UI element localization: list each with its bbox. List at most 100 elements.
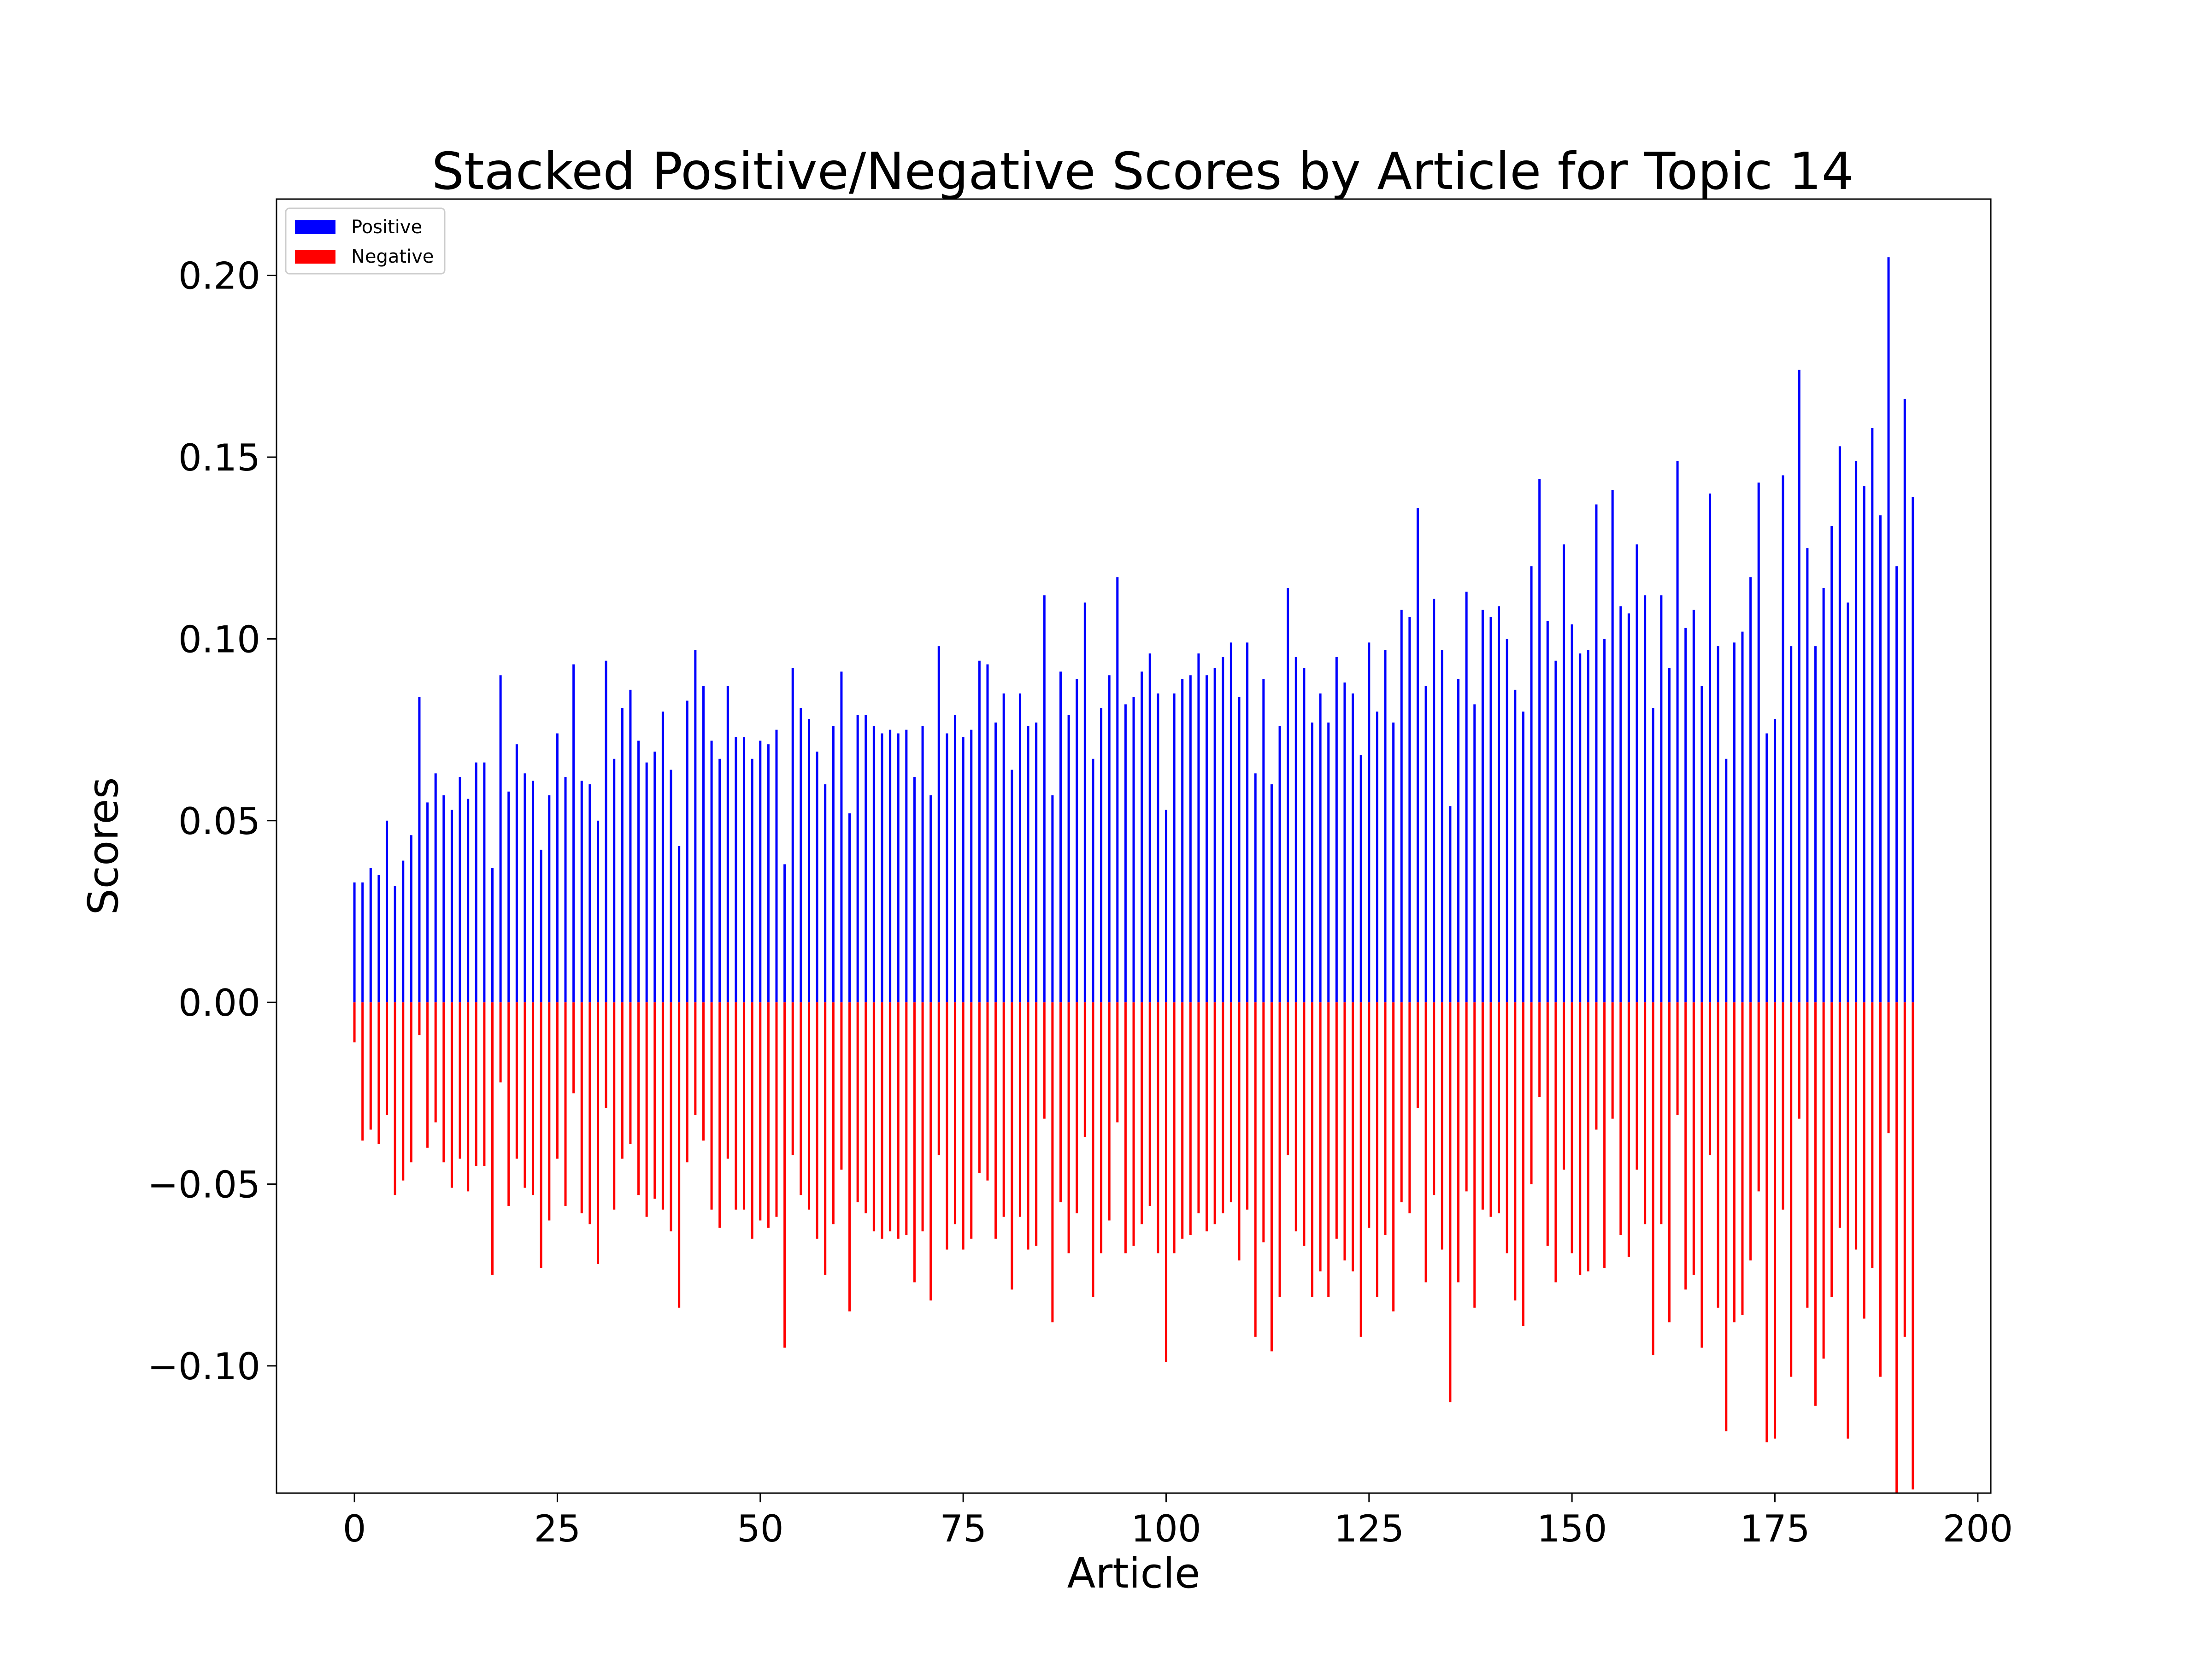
positive-bar bbox=[532, 781, 535, 1003]
negative-bar bbox=[1522, 1002, 1524, 1326]
negative-bar bbox=[1489, 1002, 1492, 1217]
x-tick-label: 200 bbox=[1942, 1507, 2013, 1550]
negative-bar bbox=[1270, 1002, 1273, 1352]
positive-bar bbox=[1489, 617, 1492, 1003]
positive-bar bbox=[718, 759, 721, 1003]
negative-bar bbox=[816, 1002, 818, 1239]
negative-bar bbox=[1424, 1002, 1427, 1282]
negative-bar bbox=[751, 1002, 753, 1239]
negative-bar bbox=[848, 1002, 851, 1312]
negative-bar bbox=[353, 1002, 356, 1042]
positive-bar bbox=[1108, 675, 1111, 1003]
positive-bar bbox=[1213, 668, 1216, 1003]
negative-bar bbox=[410, 1002, 412, 1163]
positive-bar bbox=[548, 795, 551, 1003]
x-tick-label: 50 bbox=[737, 1507, 784, 1550]
negative-bar bbox=[1359, 1002, 1362, 1337]
negative-bar bbox=[1563, 1002, 1565, 1170]
y-axis-label: Scores bbox=[79, 777, 128, 915]
positive-bar bbox=[661, 712, 664, 1003]
negative-bar bbox=[524, 1002, 526, 1188]
negative-bar bbox=[1725, 1002, 1728, 1431]
negative-bar bbox=[540, 1002, 542, 1268]
positive-bar bbox=[1741, 631, 1744, 1003]
negative-bar bbox=[889, 1002, 892, 1232]
negative-bar bbox=[1798, 1002, 1800, 1119]
negative-bar bbox=[897, 1002, 900, 1239]
negative-bar bbox=[1141, 1002, 1143, 1224]
positive-bar bbox=[1603, 639, 1606, 1003]
positive-bar bbox=[1319, 693, 1322, 1003]
positive-bar bbox=[402, 860, 405, 1003]
negative-bar bbox=[743, 1002, 746, 1210]
positive-bar bbox=[1571, 624, 1573, 1003]
positive-bar bbox=[515, 744, 518, 1003]
negative-bar bbox=[954, 1002, 956, 1224]
negative-bar bbox=[937, 1002, 940, 1155]
negative-bar bbox=[1148, 1002, 1151, 1206]
negative-bar bbox=[361, 1002, 364, 1141]
positive-bar bbox=[832, 726, 835, 1003]
positive-bar bbox=[1327, 722, 1330, 1003]
negative-bar bbox=[402, 1002, 405, 1181]
chart-title: Stacked Positive/Negative Scores by Arti… bbox=[432, 142, 1854, 201]
positive-bar bbox=[1855, 460, 1858, 1003]
negative-bar bbox=[1700, 1002, 1703, 1348]
positive-bar bbox=[921, 726, 924, 1003]
positive-bar bbox=[621, 708, 624, 1003]
negative-bar bbox=[1530, 1002, 1533, 1184]
positive-bar bbox=[775, 729, 778, 1003]
negative-bar bbox=[1603, 1002, 1606, 1268]
positive-bar bbox=[1254, 773, 1257, 1003]
positive-bar bbox=[1765, 733, 1768, 1003]
positive-bar bbox=[1116, 577, 1119, 1003]
negative-bar bbox=[1343, 1002, 1346, 1261]
positive-bar bbox=[1773, 718, 1776, 1003]
positive-bar bbox=[1035, 722, 1038, 1003]
negative-bar bbox=[1067, 1002, 1070, 1253]
negative-bar bbox=[499, 1002, 502, 1082]
x-tick-label: 125 bbox=[1334, 1507, 1404, 1550]
negative-bar bbox=[905, 1002, 908, 1235]
positive-bar bbox=[1238, 697, 1241, 1003]
negative-bar bbox=[1644, 1002, 1647, 1224]
negative-bar bbox=[1262, 1002, 1265, 1242]
negative-bar bbox=[1806, 1002, 1809, 1308]
negative-bar bbox=[1165, 1002, 1167, 1363]
positive-bar bbox=[1230, 642, 1232, 1003]
negative-bar bbox=[1782, 1002, 1784, 1210]
positive-bar bbox=[442, 795, 445, 1003]
y-tick-label: 0.05 bbox=[178, 800, 260, 843]
negative-bar bbox=[1465, 1002, 1468, 1192]
negative-bar bbox=[930, 1002, 932, 1300]
positive-bar bbox=[986, 664, 989, 1003]
negative-bar bbox=[1855, 1002, 1858, 1250]
negative-bar bbox=[1083, 1002, 1086, 1137]
positive-bar bbox=[1002, 693, 1005, 1003]
negative-bar bbox=[1181, 1002, 1184, 1239]
negative-bar bbox=[1027, 1002, 1030, 1250]
negative-bar bbox=[1230, 1002, 1232, 1202]
negative-bar bbox=[1303, 1002, 1306, 1246]
positive-bar bbox=[1027, 726, 1030, 1003]
positive-bar bbox=[1400, 610, 1403, 1003]
negative-bar bbox=[1709, 1002, 1712, 1155]
negative-bar bbox=[1213, 1002, 1216, 1224]
positive-bar bbox=[564, 777, 567, 1003]
negative-bar bbox=[1579, 1002, 1582, 1275]
positive-bar bbox=[1595, 504, 1598, 1003]
negative-bar bbox=[1887, 1002, 1890, 1134]
positive-bar bbox=[946, 733, 948, 1003]
positive-bar bbox=[735, 737, 737, 1003]
positive-bar bbox=[1579, 653, 1582, 1003]
positive-bar bbox=[1887, 257, 1890, 1003]
positive-bar bbox=[1692, 610, 1695, 1003]
negative-bar bbox=[710, 1002, 713, 1210]
positive-bar bbox=[1287, 588, 1289, 1003]
negative-bar bbox=[1790, 1002, 1793, 1377]
negative-bar bbox=[946, 1002, 948, 1250]
positive-bar bbox=[1311, 722, 1313, 1003]
negative-bar bbox=[694, 1002, 697, 1115]
x-tick-label: 150 bbox=[1537, 1507, 1607, 1550]
